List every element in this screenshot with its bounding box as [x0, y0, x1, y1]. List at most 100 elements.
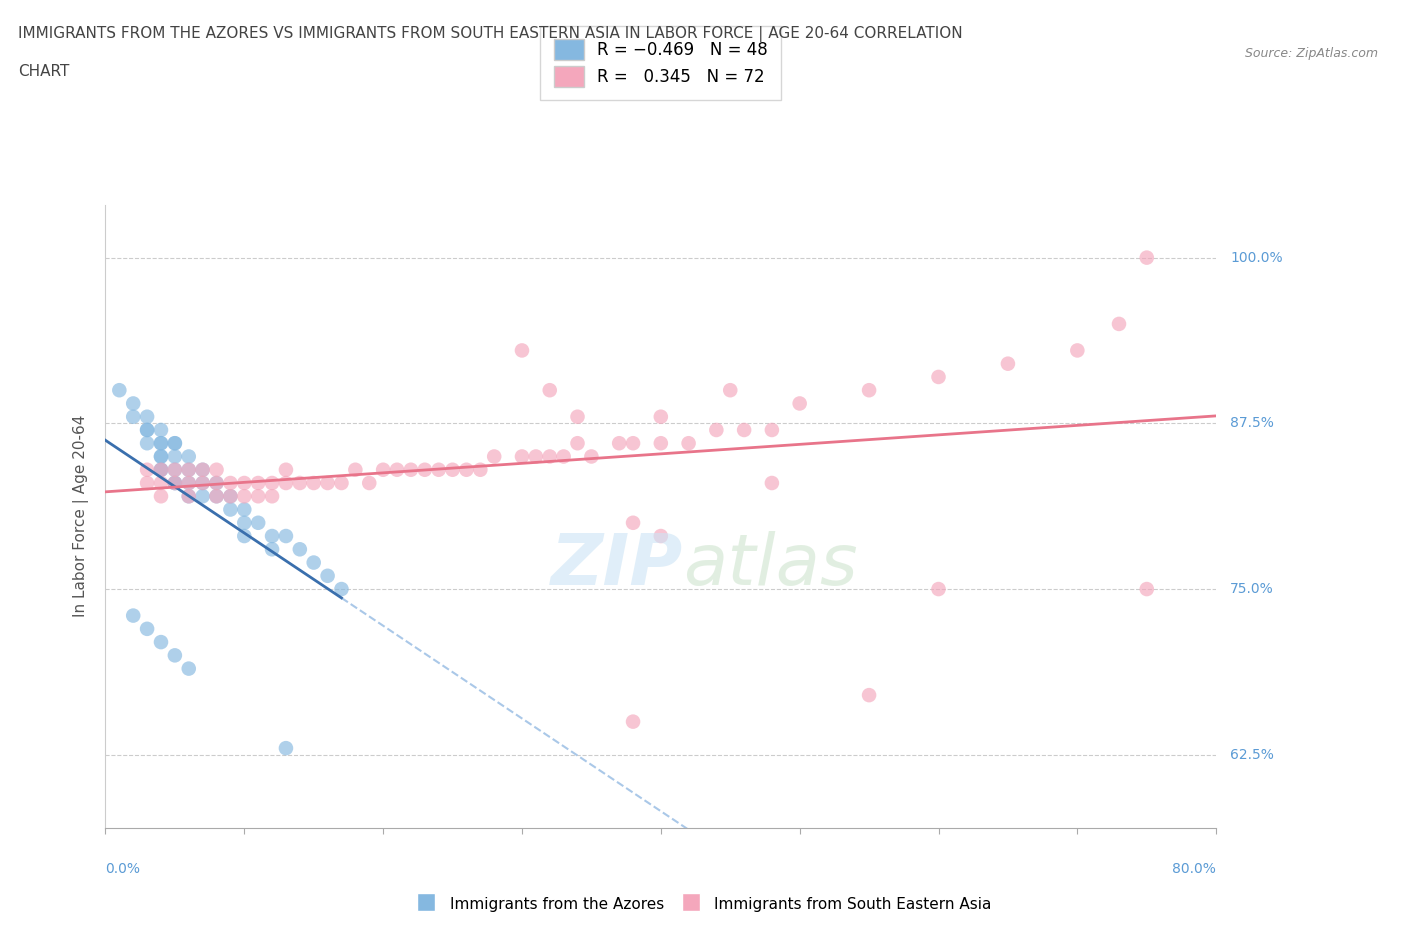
Point — [136, 436, 159, 451]
Point — [122, 409, 145, 424]
Text: ZIP: ZIP — [551, 532, 683, 601]
Point — [427, 462, 450, 477]
Text: 75.0%: 75.0% — [1230, 582, 1274, 596]
Text: atlas: atlas — [683, 532, 858, 601]
Point — [233, 528, 256, 543]
Point — [122, 608, 145, 623]
Point — [191, 462, 214, 477]
Legend: R = −0.469   N = 48, R =   0.345   N = 72: R = −0.469 N = 48, R = 0.345 N = 72 — [540, 26, 782, 100]
Point — [510, 343, 533, 358]
Point — [191, 489, 214, 504]
Y-axis label: In Labor Force | Age 20-64: In Labor Force | Age 20-64 — [73, 415, 90, 618]
Text: 62.5%: 62.5% — [1230, 748, 1274, 762]
Point — [650, 528, 672, 543]
Point — [136, 422, 159, 437]
Point — [219, 475, 242, 490]
Point — [177, 661, 200, 676]
Point — [858, 687, 880, 702]
Point — [581, 449, 603, 464]
Point — [150, 489, 172, 504]
Point — [122, 396, 145, 411]
Point — [274, 740, 297, 755]
Point — [233, 515, 256, 530]
Point — [163, 449, 186, 464]
Point — [219, 489, 242, 504]
Point — [650, 436, 672, 451]
Point — [621, 515, 644, 530]
Point — [150, 475, 172, 490]
Point — [205, 475, 228, 490]
Point — [205, 462, 228, 477]
Point — [177, 475, 200, 490]
Point — [718, 383, 741, 398]
Point — [150, 634, 172, 649]
Point — [108, 383, 131, 398]
Point — [163, 475, 186, 490]
Point — [262, 542, 284, 557]
Point — [1108, 316, 1130, 331]
Point — [371, 462, 394, 477]
Point — [733, 422, 755, 437]
Point — [233, 502, 256, 517]
Point — [344, 462, 367, 477]
Point — [136, 409, 159, 424]
Point — [302, 555, 325, 570]
Point — [441, 462, 464, 477]
Point — [288, 542, 311, 557]
Point — [330, 475, 353, 490]
Point — [262, 489, 284, 504]
Point — [177, 462, 200, 477]
Point — [399, 462, 422, 477]
Point — [150, 462, 172, 477]
Point — [150, 462, 172, 477]
Point — [470, 462, 492, 477]
Point — [163, 436, 186, 451]
Legend: Immigrants from the Azores, Immigrants from South Eastern Asia: Immigrants from the Azores, Immigrants f… — [408, 889, 998, 918]
Point — [789, 396, 811, 411]
Point — [761, 422, 783, 437]
Text: CHART: CHART — [18, 64, 70, 79]
Point — [262, 475, 284, 490]
Point — [150, 462, 172, 477]
Point — [928, 369, 950, 384]
Point — [1136, 581, 1159, 596]
Point — [553, 449, 575, 464]
Point — [136, 462, 159, 477]
Point — [163, 475, 186, 490]
Point — [456, 462, 478, 477]
Point — [706, 422, 728, 437]
Point — [510, 449, 533, 464]
Text: IMMIGRANTS FROM THE AZORES VS IMMIGRANTS FROM SOUTH EASTERN ASIA IN LABOR FORCE : IMMIGRANTS FROM THE AZORES VS IMMIGRANTS… — [18, 26, 963, 42]
Point — [136, 422, 159, 437]
Point — [858, 383, 880, 398]
Point — [247, 475, 270, 490]
Point — [288, 475, 311, 490]
Point — [538, 383, 561, 398]
Point — [621, 436, 644, 451]
Point — [316, 568, 339, 583]
Point — [1066, 343, 1088, 358]
Point — [233, 489, 256, 504]
Text: 80.0%: 80.0% — [1173, 862, 1216, 876]
Point — [191, 475, 214, 490]
Point — [650, 409, 672, 424]
Point — [219, 502, 242, 517]
Point — [316, 475, 339, 490]
Text: 100.0%: 100.0% — [1230, 250, 1282, 265]
Point — [177, 449, 200, 464]
Point — [150, 436, 172, 451]
Point — [150, 422, 172, 437]
Point — [413, 462, 436, 477]
Point — [607, 436, 630, 451]
Point — [678, 436, 700, 451]
Point — [136, 475, 159, 490]
Point — [205, 475, 228, 490]
Point — [163, 475, 186, 490]
Point — [359, 475, 381, 490]
Point — [538, 449, 561, 464]
Point — [233, 475, 256, 490]
Point — [761, 475, 783, 490]
Point — [191, 462, 214, 477]
Point — [302, 475, 325, 490]
Point — [219, 489, 242, 504]
